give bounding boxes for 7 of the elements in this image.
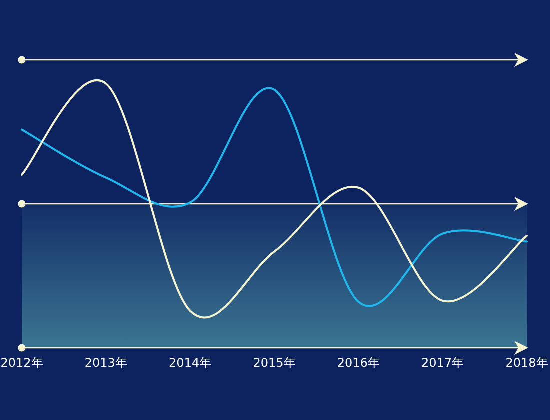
x-tick-label: 2013年 xyxy=(84,356,128,370)
x-tick-label: 2015年 xyxy=(253,356,296,370)
x-tick-label: 2017年 xyxy=(422,356,464,370)
x-tick-label: 2018年 xyxy=(506,356,548,370)
x-tick-label: 2012年 xyxy=(0,356,44,370)
x-tick-label: 2016年 xyxy=(337,356,380,370)
x-tick-label: 2014年 xyxy=(169,356,212,370)
